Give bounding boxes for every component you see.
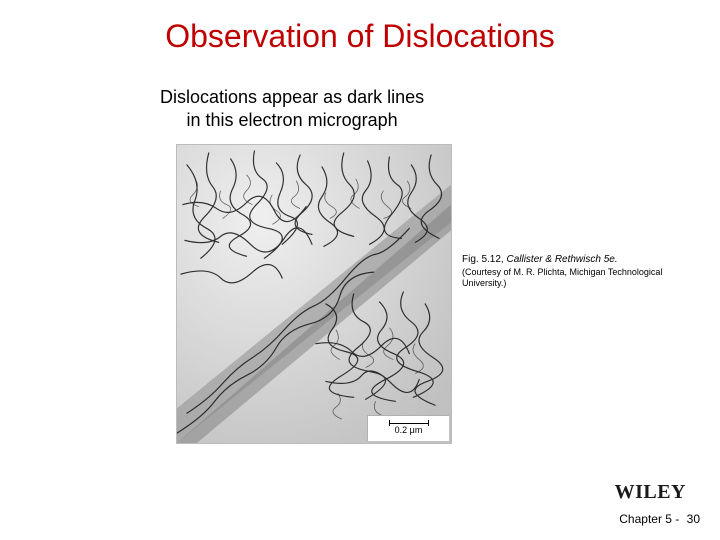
micrograph-svg (177, 145, 451, 443)
subtitle-line2: in this electron micrograph (187, 110, 398, 130)
scalebar-line (389, 423, 429, 424)
footer-chapter: Chapter 5 - (619, 512, 679, 526)
caption-source: Callister & Rethwisch 5e. (506, 254, 617, 265)
slide-footer: Chapter 5 - 30 (619, 512, 700, 526)
wiley-logo: WILEY (615, 481, 686, 504)
figure-caption: Fig. 5.12, Callister & Rethwisch 5e. (Co… (462, 254, 672, 289)
scalebar: 0.2 μm (367, 415, 449, 441)
slide-title: Observation of Dislocations (0, 18, 720, 55)
subtitle: Dislocations appear as dark lines in thi… (160, 86, 424, 131)
electron-micrograph: 0.2 μm (176, 144, 452, 444)
caption-fig-ref: Fig. 5.12, (462, 254, 506, 265)
caption-line1: Fig. 5.12, Callister & Rethwisch 5e. (462, 254, 672, 266)
scalebar-label: 0.2 μm (395, 425, 423, 435)
subtitle-line1: Dislocations appear as dark lines (160, 87, 424, 107)
footer-page-number: 30 (687, 512, 700, 526)
caption-credit: (Courtesy of M. R. Plichta, Michigan Tec… (462, 267, 672, 289)
